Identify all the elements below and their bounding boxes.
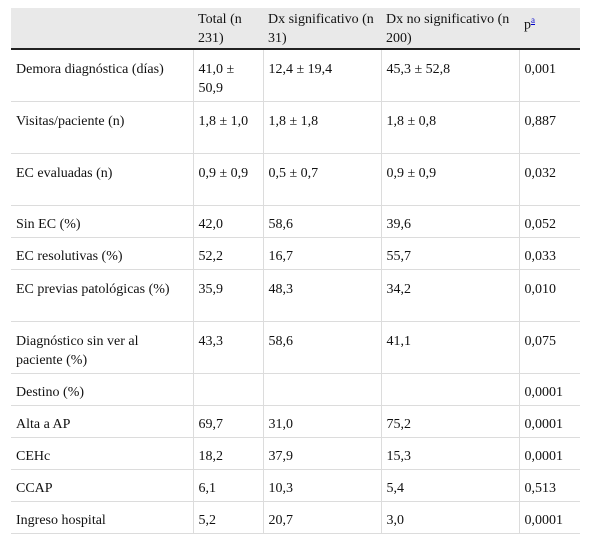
table-row: Sin EC (%) 42,0 58,6 39,6 0,052 (11, 205, 580, 238)
table-row: CEHc 18,2 37,9 15,3 0,0001 (11, 437, 580, 470)
p-value-cell: 0,0001 (519, 373, 580, 406)
row-label: EC previas patológicas (%) (11, 269, 194, 322)
row-label: EC resolutivas (%) (11, 237, 194, 270)
row-label: CCAP (11, 469, 194, 502)
dx-no-significativo-cell: 41,1 (381, 321, 520, 374)
table-row: Visitas/paciente (n) 1,8 ± 1,0 1,8 ± 1,8 1,… (11, 101, 580, 154)
dx-no-significativo-cell: 15,3 (381, 437, 520, 470)
dx-significativo-cell: 37,9 (263, 437, 382, 470)
p-value-cell: 0,513 (519, 469, 580, 502)
dx-no-significativo-cell: 3,0 (381, 501, 520, 534)
p-value-cell: 0,075 (519, 321, 580, 374)
dx-no-significativo-cell: 34,2 (381, 269, 520, 322)
header-dx-significativo: Dx significativo (n 31) (263, 8, 381, 50)
total-cell: 0,9 ± 0,9 (193, 153, 264, 206)
total-cell: 18,2 (193, 437, 264, 470)
dx-significativo-cell: 48,3 (263, 269, 382, 322)
table-row: Diagnóstico sin ver al paciente (%) 43,3 5… (11, 321, 580, 374)
total-cell: 52,2 (193, 237, 264, 270)
dx-no-significativo-cell: 39,6 (381, 205, 520, 238)
dx-significativo-cell: 31,0 (263, 405, 382, 438)
dx-significativo-cell: 1,8 ± 1,8 (263, 101, 382, 154)
dx-no-significativo-cell: 45,3 ± 52,8 (381, 49, 520, 102)
table-row: EC evaluadas (n) 0,9 ± 0,9 0,5 ± 0,7 0,9 ± … (11, 153, 580, 206)
header-p-label: p (524, 17, 531, 33)
dx-no-significativo-cell: 1,8 ± 0,8 (381, 101, 520, 154)
dx-significativo-cell: 16,7 (263, 237, 382, 270)
p-value-cell: 0,0001 (519, 437, 580, 470)
total-cell (193, 373, 264, 406)
dx-significativo-cell: 58,6 (263, 321, 382, 374)
row-label: Alta a AP (11, 405, 194, 438)
results-table: Total (n 231) Dx significativo (n 31) Dx… (11, 8, 580, 534)
table-row: EC resolutivas (%) 52,2 16,7 55,7 0,033 (11, 237, 580, 270)
total-cell: 35,9 (193, 269, 264, 322)
table-row: Destino (%) 0,0001 (11, 373, 580, 406)
footnote-marker: a (531, 13, 535, 26)
total-cell: 41,0 ± 50,9 (193, 49, 264, 102)
dx-significativo-cell: 0,5 ± 0,7 (263, 153, 382, 206)
p-value-cell: 0,033 (519, 237, 580, 270)
header-total: Total (n 231) (193, 8, 263, 50)
table-row: Alta a AP 69,7 31,0 75,2 0,0001 (11, 405, 580, 438)
row-label: Ingreso hospital (11, 501, 194, 534)
header-empty (11, 8, 193, 50)
dx-significativo-cell: 20,7 (263, 501, 382, 534)
table-header-row: Total (n 231) Dx significativo (n 31) Dx… (11, 8, 580, 50)
footnote-link-a[interactable]: a (531, 15, 535, 25)
dx-no-significativo-cell: 75,2 (381, 405, 520, 438)
p-value-cell: 0,0001 (519, 405, 580, 438)
row-label: EC evaluadas (n) (11, 153, 194, 206)
p-value-cell: 0,001 (519, 49, 580, 102)
dx-significativo-cell (263, 373, 382, 406)
table-row: Demora diagnóstica (días) 41,0 ± 50,9 12,4… (11, 49, 580, 102)
total-cell: 6,1 (193, 469, 264, 502)
dx-significativo-cell: 58,6 (263, 205, 382, 238)
dx-no-significativo-cell: 0,9 ± 0,9 (381, 153, 520, 206)
dx-no-significativo-cell (381, 373, 520, 406)
table-row: CCAP 6,1 10,3 5,4 0,513 (11, 469, 580, 502)
row-label: Destino (%) (11, 373, 194, 406)
row-label: Visitas/paciente (n) (11, 101, 194, 154)
row-label: Diagnóstico sin ver al paciente (%) (11, 321, 194, 374)
dx-significativo-cell: 12,4 ± 19,4 (263, 49, 382, 102)
dx-no-significativo-cell: 5,4 (381, 469, 520, 502)
total-cell: 43,3 (193, 321, 264, 374)
header-p-value: pa (519, 8, 580, 50)
p-value-cell: 0,0001 (519, 501, 580, 534)
total-cell: 5,2 (193, 501, 264, 534)
row-label: Demora diagnóstica (días) (11, 49, 194, 102)
p-value-cell: 0,032 (519, 153, 580, 206)
table-row: EC previas patológicas (%) 35,9 48,3 34,2 0,… (11, 269, 580, 322)
p-value-cell: 0,887 (519, 101, 580, 154)
total-cell: 42,0 (193, 205, 264, 238)
results-table-container: Total (n 231) Dx significativo (n 31) Dx… (11, 8, 580, 534)
dx-no-significativo-cell: 55,7 (381, 237, 520, 270)
dx-significativo-cell: 10,3 (263, 469, 382, 502)
p-value-cell: 0,010 (519, 269, 580, 322)
p-value-cell: 0,052 (519, 205, 580, 238)
total-cell: 69,7 (193, 405, 264, 438)
header-dx-no-significativo: Dx no significativo (n 200) (381, 8, 519, 50)
table-row: Ingreso hospital 5,2 20,7 3,0 0,0001 (11, 501, 580, 534)
row-label: Sin EC (%) (11, 205, 194, 238)
total-cell: 1,8 ± 1,0 (193, 101, 264, 154)
table-body: Demora diagnóstica (días) 41,0 ± 50,9 12,4… (11, 49, 580, 534)
row-label: CEHc (11, 437, 194, 470)
